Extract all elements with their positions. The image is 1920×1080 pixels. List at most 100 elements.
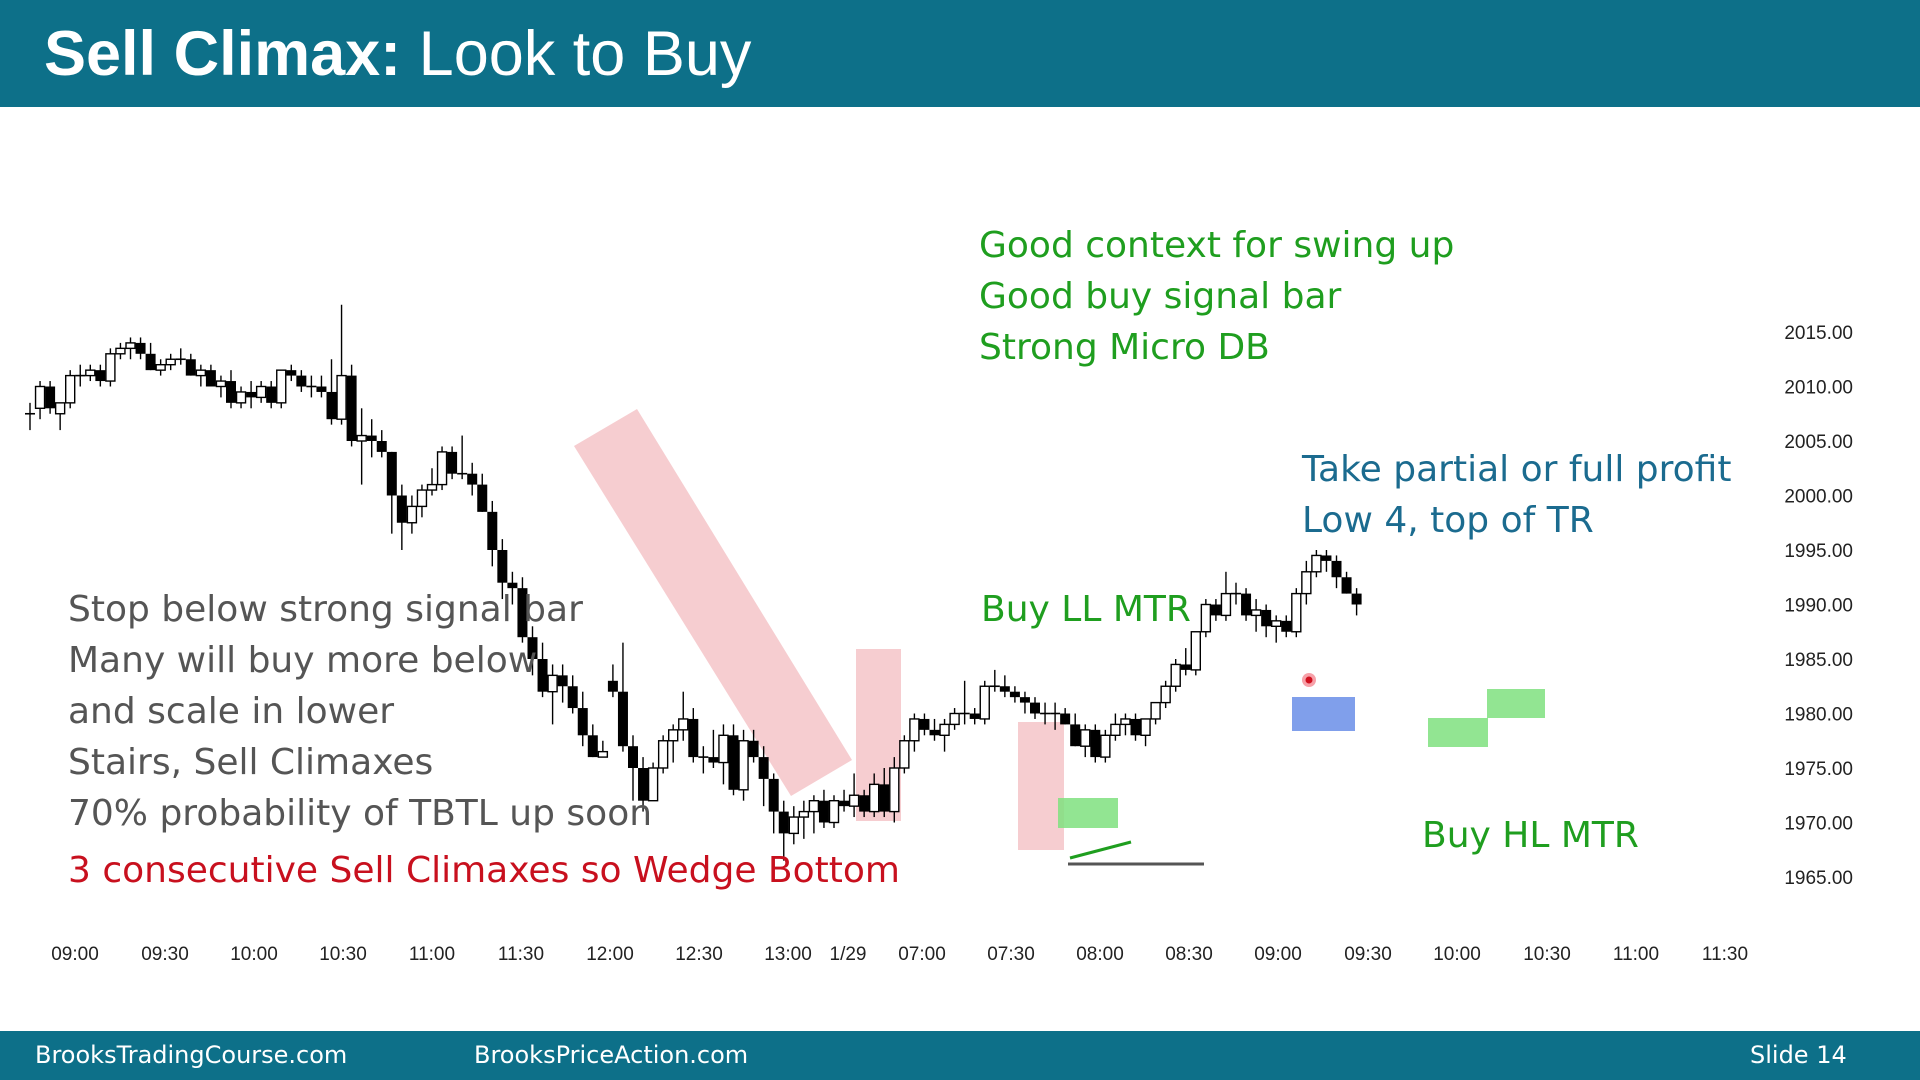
bull-body	[1220, 592, 1232, 617]
candle	[497, 539, 508, 600]
bear-body	[1070, 724, 1081, 747]
candle	[246, 381, 257, 409]
candle	[889, 757, 900, 823]
bear-body	[708, 757, 719, 763]
candle	[848, 773, 860, 818]
x-tick-label: 09:30	[1344, 944, 1392, 965]
footer-left-link[interactable]: BrooksTradingCourse.com	[35, 1041, 348, 1069]
candle	[376, 430, 387, 458]
bear-body	[587, 735, 598, 758]
bear-body	[919, 718, 930, 730]
x-tick-label: 09:30	[141, 944, 189, 965]
candle	[879, 768, 890, 818]
bear-body	[577, 708, 588, 736]
candle	[577, 691, 588, 747]
x-tick-label: 10:30	[1523, 944, 1571, 965]
bull-body	[1140, 718, 1151, 737]
zone-green	[1428, 718, 1488, 747]
bear-body	[135, 342, 146, 354]
bear-body	[185, 359, 196, 376]
candle	[969, 708, 980, 725]
bear-body	[386, 451, 397, 496]
slide-title: Sell Climax: Look to Buy	[44, 14, 751, 94]
bull-body	[979, 685, 990, 720]
candle	[255, 381, 267, 403]
bear-body	[638, 768, 649, 801]
bull-body	[1270, 620, 1282, 627]
y-tick-label: 2015.00	[1784, 323, 1853, 344]
candle	[718, 724, 729, 785]
candle	[115, 342, 126, 360]
title-bold: Sell Climax:	[44, 19, 402, 89]
bear-body	[859, 795, 870, 812]
bull-body	[1291, 592, 1302, 633]
bull-body	[215, 380, 227, 388]
bull-body	[105, 353, 116, 382]
bear-body	[778, 811, 789, 834]
candle	[1070, 713, 1081, 747]
candle	[1019, 691, 1030, 714]
candle	[1060, 708, 1071, 725]
candle	[226, 370, 236, 409]
candle	[1180, 648, 1191, 676]
bear-body	[879, 784, 890, 812]
bear-body	[376, 441, 387, 452]
bear-body	[346, 375, 357, 441]
bull-body	[276, 369, 287, 404]
candle	[698, 746, 709, 774]
candle	[567, 675, 578, 714]
left-note-2: Many will buy more below	[68, 640, 538, 681]
context-notes: Good context for swing up Good buy signa…	[979, 220, 1454, 373]
candle	[708, 729, 719, 768]
candle	[909, 713, 920, 752]
candle	[235, 386, 247, 409]
x-tick-label: 11:30	[1702, 944, 1748, 965]
candle	[75, 364, 86, 387]
bull-body	[899, 740, 910, 769]
y-tick-label: 1990.00	[1784, 596, 1853, 617]
zone-pink-channel	[574, 409, 852, 796]
y-axis-labels: 2015.00 2010.00 2005.00 2000.00 1995.00 1990.…	[1784, 323, 1853, 889]
candle	[1100, 729, 1111, 763]
candle	[1130, 713, 1141, 741]
bear-body	[497, 550, 508, 583]
bear-body	[507, 582, 518, 589]
candle	[336, 304, 347, 425]
y-tick-label: 1995.00	[1784, 541, 1853, 562]
candle	[155, 359, 166, 376]
context-note-3: Strong Micro DB	[979, 327, 1270, 368]
bear-body	[929, 729, 940, 736]
bear-body	[145, 353, 156, 371]
bull-body	[125, 342, 136, 350]
bull-body	[1190, 631, 1202, 671]
bear-body	[1090, 729, 1101, 758]
bear-body	[758, 757, 769, 779]
bear-body	[768, 778, 779, 812]
y-tick-label: 1970.00	[1784, 814, 1853, 835]
x-tick-label: 07:30	[987, 944, 1035, 965]
candle	[859, 789, 870, 818]
bull-body	[949, 712, 960, 726]
bull-body	[165, 358, 176, 366]
bear-body	[628, 746, 638, 768]
bull-body	[1301, 571, 1312, 595]
candle	[125, 337, 136, 360]
candle	[748, 729, 759, 763]
bear-body	[266, 386, 277, 403]
candle	[808, 795, 820, 834]
y-tick-label: 1975.00	[1784, 759, 1853, 780]
candle	[215, 375, 227, 398]
bull-body	[336, 374, 347, 420]
bear-body	[1321, 555, 1332, 561]
left-note-5: 70% probability of TBTL up soon	[68, 793, 653, 834]
bull-body	[869, 783, 880, 813]
candle	[135, 337, 146, 360]
candle	[34, 381, 46, 420]
candle	[1200, 599, 1212, 638]
footer-mid-link[interactable]: BrooksPriceAction.com	[474, 1041, 749, 1069]
candle	[1220, 571, 1232, 621]
candle	[426, 468, 438, 496]
candle	[457, 435, 468, 480]
bull-body	[1160, 685, 1171, 704]
bear-body	[1030, 702, 1040, 714]
